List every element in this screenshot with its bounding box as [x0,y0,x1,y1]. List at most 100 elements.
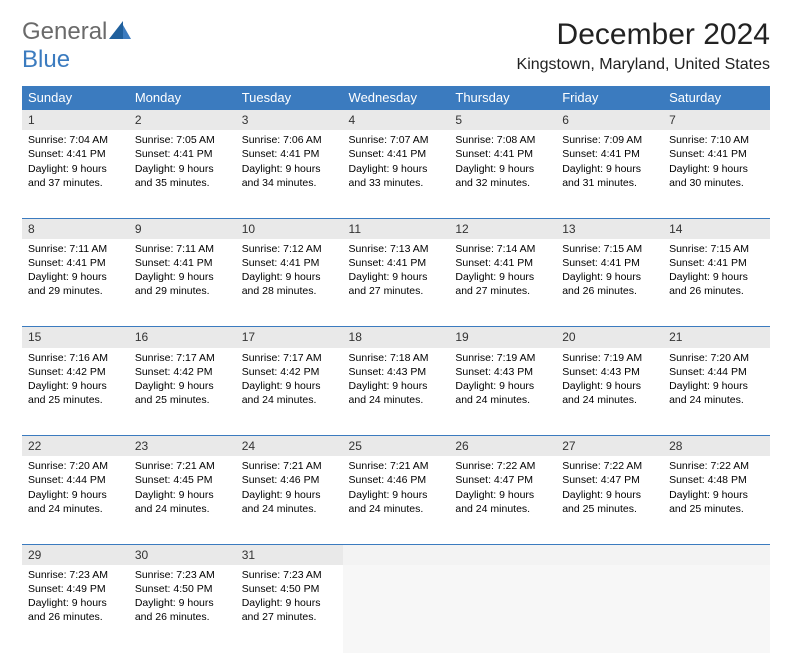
weekday-header: Tuesday [236,86,343,110]
sunset-text: Sunset: 4:50 PM [242,582,337,596]
sunrise-text: Sunrise: 7:17 AM [242,351,337,365]
day-number-cell [556,544,663,565]
sunset-text: Sunset: 4:43 PM [562,365,657,379]
daylight-text: Daylight: 9 hours and 25 minutes. [669,488,764,516]
daylight-text: Daylight: 9 hours and 32 minutes. [455,162,550,190]
day-number-cell: 27 [556,436,663,457]
day-number-cell: 1 [22,110,129,131]
sunrise-text: Sunrise: 7:23 AM [135,568,230,582]
day-cell: Sunrise: 7:15 AMSunset: 4:41 PMDaylight:… [663,239,770,327]
sunset-text: Sunset: 4:50 PM [135,582,230,596]
day-cell [556,565,663,653]
sunrise-text: Sunrise: 7:13 AM [349,242,444,256]
sunset-text: Sunset: 4:47 PM [455,473,550,487]
daynum-row: 15161718192021 [22,327,770,348]
daylight-text: Daylight: 9 hours and 24 minutes. [669,379,764,407]
daylight-text: Daylight: 9 hours and 33 minutes. [349,162,444,190]
day-cell: Sunrise: 7:17 AMSunset: 4:42 PMDaylight:… [129,348,236,436]
daylight-text: Daylight: 9 hours and 27 minutes. [349,270,444,298]
daylight-text: Daylight: 9 hours and 26 minutes. [669,270,764,298]
sunrise-text: Sunrise: 7:15 AM [669,242,764,256]
daylight-text: Daylight: 9 hours and 24 minutes. [135,488,230,516]
day-cell: Sunrise: 7:05 AMSunset: 4:41 PMDaylight:… [129,130,236,218]
day-cell: Sunrise: 7:11 AMSunset: 4:41 PMDaylight:… [129,239,236,327]
weekday-header: Sunday [22,86,129,110]
location-text: Kingstown, Maryland, United States [517,56,770,74]
sunset-text: Sunset: 4:44 PM [669,365,764,379]
day-cell: Sunrise: 7:20 AMSunset: 4:44 PMDaylight:… [22,456,129,544]
day-number-cell: 26 [449,436,556,457]
sunset-text: Sunset: 4:46 PM [242,473,337,487]
daynum-row: 293031 [22,544,770,565]
daylight-text: Daylight: 9 hours and 24 minutes. [349,379,444,407]
day-content-row: Sunrise: 7:11 AMSunset: 4:41 PMDaylight:… [22,239,770,327]
sunset-text: Sunset: 4:42 PM [242,365,337,379]
sunrise-text: Sunrise: 7:17 AM [135,351,230,365]
daylight-text: Daylight: 9 hours and 24 minutes. [242,488,337,516]
daylight-text: Daylight: 9 hours and 35 minutes. [135,162,230,190]
sunset-text: Sunset: 4:42 PM [28,365,123,379]
weekday-header: Saturday [663,86,770,110]
sunrise-text: Sunrise: 7:21 AM [242,459,337,473]
day-number-cell: 11 [343,218,450,239]
daylight-text: Daylight: 9 hours and 25 minutes. [28,379,123,407]
daylight-text: Daylight: 9 hours and 34 minutes. [242,162,337,190]
day-number-cell [663,544,770,565]
day-cell: Sunrise: 7:21 AMSunset: 4:45 PMDaylight:… [129,456,236,544]
page-title: December 2024 [517,18,770,52]
day-number-cell: 18 [343,327,450,348]
day-number-cell: 20 [556,327,663,348]
sunset-text: Sunset: 4:41 PM [242,256,337,270]
sunset-text: Sunset: 4:41 PM [669,256,764,270]
day-cell: Sunrise: 7:22 AMSunset: 4:48 PMDaylight:… [663,456,770,544]
day-number-cell: 16 [129,327,236,348]
sunrise-text: Sunrise: 7:07 AM [349,133,444,147]
weekday-header-row: Sunday Monday Tuesday Wednesday Thursday… [22,86,770,110]
sunrise-text: Sunrise: 7:11 AM [28,242,123,256]
sunset-text: Sunset: 4:41 PM [455,147,550,161]
day-cell: Sunrise: 7:22 AMSunset: 4:47 PMDaylight:… [449,456,556,544]
daylight-text: Daylight: 9 hours and 24 minutes. [28,488,123,516]
sunrise-text: Sunrise: 7:05 AM [135,133,230,147]
sunset-text: Sunset: 4:41 PM [669,147,764,161]
sunset-text: Sunset: 4:41 PM [242,147,337,161]
daylight-text: Daylight: 9 hours and 27 minutes. [242,596,337,624]
day-cell: Sunrise: 7:07 AMSunset: 4:41 PMDaylight:… [343,130,450,218]
sunset-text: Sunset: 4:41 PM [135,256,230,270]
day-number-cell: 21 [663,327,770,348]
sunrise-text: Sunrise: 7:23 AM [242,568,337,582]
day-number-cell: 4 [343,110,450,131]
day-cell: Sunrise: 7:21 AMSunset: 4:46 PMDaylight:… [343,456,450,544]
header: General Blue December 2024 Kingstown, Ma… [22,18,770,74]
day-cell: Sunrise: 7:23 AMSunset: 4:50 PMDaylight:… [129,565,236,653]
sunrise-text: Sunrise: 7:08 AM [455,133,550,147]
day-number-cell [343,544,450,565]
day-content-row: Sunrise: 7:04 AMSunset: 4:41 PMDaylight:… [22,130,770,218]
day-number-cell: 12 [449,218,556,239]
day-number-cell: 15 [22,327,129,348]
day-cell: Sunrise: 7:10 AMSunset: 4:41 PMDaylight:… [663,130,770,218]
sunrise-text: Sunrise: 7:22 AM [562,459,657,473]
day-number-cell: 17 [236,327,343,348]
day-number-cell: 8 [22,218,129,239]
daynum-row: 1234567 [22,110,770,131]
sunset-text: Sunset: 4:41 PM [562,147,657,161]
day-content-row: Sunrise: 7:16 AMSunset: 4:42 PMDaylight:… [22,348,770,436]
sunset-text: Sunset: 4:48 PM [669,473,764,487]
day-number-cell: 7 [663,110,770,131]
sunset-text: Sunset: 4:41 PM [562,256,657,270]
sunrise-text: Sunrise: 7:09 AM [562,133,657,147]
sunrise-text: Sunrise: 7:22 AM [455,459,550,473]
day-cell: Sunrise: 7:23 AMSunset: 4:50 PMDaylight:… [236,565,343,653]
day-cell: Sunrise: 7:21 AMSunset: 4:46 PMDaylight:… [236,456,343,544]
logo-text-general: General [22,18,107,45]
sunset-text: Sunset: 4:45 PM [135,473,230,487]
day-cell: Sunrise: 7:06 AMSunset: 4:41 PMDaylight:… [236,130,343,218]
daylight-text: Daylight: 9 hours and 29 minutes. [135,270,230,298]
day-number-cell: 23 [129,436,236,457]
daylight-text: Daylight: 9 hours and 24 minutes. [455,379,550,407]
day-cell: Sunrise: 7:20 AMSunset: 4:44 PMDaylight:… [663,348,770,436]
day-number-cell: 14 [663,218,770,239]
daylight-text: Daylight: 9 hours and 25 minutes. [135,379,230,407]
day-number-cell: 10 [236,218,343,239]
